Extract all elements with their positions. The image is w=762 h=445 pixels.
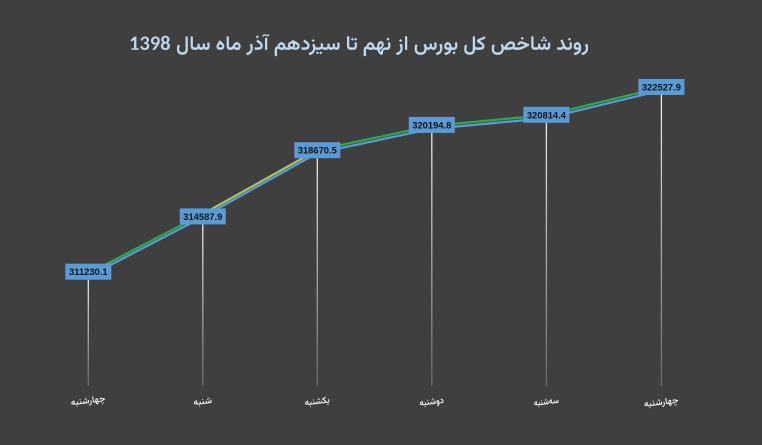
svg-text:311230.1: 311230.1: [69, 266, 108, 277]
svg-text:320194.8: 320194.8: [412, 119, 451, 130]
svg-text:322527.9: 322527.9: [642, 82, 681, 93]
svg-text:318670.5: 318670.5: [298, 145, 337, 156]
svg-text:320814.4: 320814.4: [527, 109, 567, 120]
svg-text:314587.9: 314587.9: [183, 211, 222, 222]
